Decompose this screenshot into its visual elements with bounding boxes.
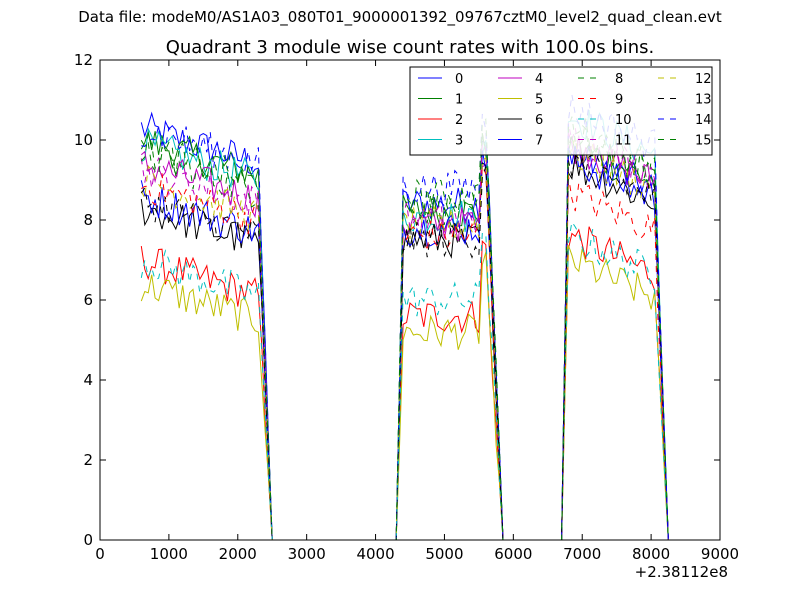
- x-tick-label: 2000: [219, 545, 257, 563]
- series-line-10: [140, 220, 669, 540]
- series-line-6: [140, 155, 669, 540]
- series-line-7: [140, 145, 669, 540]
- y-tick-label: 12: [74, 51, 93, 69]
- chart-title: Quadrant 3 module wise count rates with …: [165, 37, 655, 58]
- x-tick-label: 5000: [425, 545, 463, 563]
- legend-label-0: 0: [455, 72, 463, 87]
- x-axis-offset-text: +2.38112e8: [634, 563, 728, 581]
- y-tick-label: 0: [83, 531, 93, 549]
- series-line-4: [140, 132, 669, 540]
- x-tick-label: 1000: [150, 545, 188, 563]
- x-tick-label: 0: [95, 545, 105, 563]
- series-line-3: [141, 109, 669, 540]
- legend-label-7: 7: [535, 134, 543, 149]
- x-tick-label: 9000: [701, 545, 739, 563]
- legend-label-5: 5: [535, 93, 543, 108]
- y-tick-label: 4: [83, 371, 93, 389]
- series-line-12: [140, 137, 669, 540]
- y-tick-label: 2: [83, 451, 93, 469]
- legend-label-13: 13: [695, 93, 712, 108]
- series-line-5: [140, 245, 669, 540]
- legend-label-1: 1: [455, 93, 463, 108]
- x-tick-label: 3000: [288, 545, 326, 563]
- legend-label-11: 11: [615, 134, 632, 149]
- legend-label-3: 3: [455, 134, 463, 149]
- figure-suptitle: Data file: modeM0/AS1A03_080T01_90000013…: [78, 8, 722, 26]
- legend-label-4: 4: [535, 72, 543, 87]
- legend-label-2: 2: [455, 113, 463, 128]
- series-line-2: [140, 226, 669, 540]
- series-line-9: [141, 165, 669, 540]
- series-group: [140, 94, 669, 540]
- x-tick-label: 7000: [563, 545, 601, 563]
- series-line-0: [140, 111, 669, 540]
- y-tick-label: 10: [74, 131, 93, 149]
- legend-label-10: 10: [615, 113, 632, 128]
- legend-label-15: 15: [695, 134, 712, 149]
- x-tick-label: 8000: [632, 545, 670, 563]
- legend-label-14: 14: [695, 113, 712, 128]
- y-tick-label: 8: [83, 211, 93, 229]
- legend-label-6: 6: [535, 113, 543, 128]
- y-tick-label: 6: [83, 291, 93, 309]
- legend-label-9: 9: [615, 93, 623, 108]
- legend-label-8: 8: [615, 72, 623, 87]
- legend-label-12: 12: [695, 72, 712, 87]
- x-tick-label: 4000: [356, 545, 394, 563]
- x-tick-label: 6000: [494, 545, 532, 563]
- series-line-13: [140, 153, 669, 540]
